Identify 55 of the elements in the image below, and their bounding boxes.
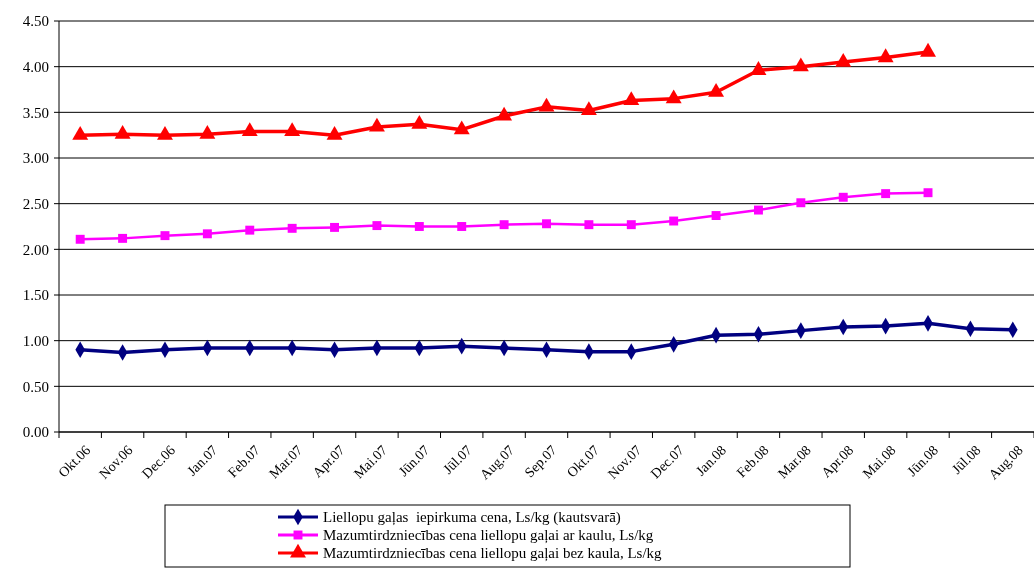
point bbox=[326, 125, 343, 140]
point bbox=[584, 220, 594, 230]
point bbox=[496, 106, 513, 121]
point bbox=[708, 83, 725, 97]
y-tick-label: 3.50 bbox=[22, 104, 49, 121]
point bbox=[877, 48, 894, 63]
y-tick-label: 0.50 bbox=[22, 378, 49, 395]
point bbox=[711, 211, 721, 221]
point bbox=[72, 125, 89, 140]
point bbox=[245, 225, 255, 235]
point bbox=[669, 216, 679, 226]
y-tick-label: 2.00 bbox=[22, 241, 49, 258]
point bbox=[330, 222, 340, 232]
point bbox=[284, 122, 301, 137]
y-tick-label: 0.00 bbox=[22, 424, 49, 441]
point bbox=[542, 219, 551, 229]
point bbox=[838, 192, 848, 202]
legend-label: Mazumtirdzniecības cena liellopu gaļai bez kaula, Ls/kg bbox=[323, 545, 663, 563]
point bbox=[623, 91, 640, 106]
y-tick-label: 1.00 bbox=[22, 332, 49, 349]
point bbox=[753, 205, 763, 215]
y-tick-label: 3.00 bbox=[22, 150, 49, 167]
point bbox=[835, 52, 852, 67]
point bbox=[157, 125, 173, 140]
point bbox=[923, 188, 933, 198]
point bbox=[538, 97, 555, 112]
point bbox=[457, 222, 467, 231]
legend-label: Mazumtirdzniecības cena liellopu gaļai ar kaulu, Ls/kg bbox=[323, 527, 654, 545]
y-tick-label: 2.50 bbox=[22, 195, 49, 212]
point bbox=[199, 125, 216, 139]
point bbox=[414, 222, 424, 231]
point bbox=[920, 42, 936, 57]
point bbox=[580, 101, 597, 116]
point bbox=[75, 234, 85, 244]
point bbox=[118, 233, 128, 243]
point bbox=[372, 221, 382, 231]
point bbox=[368, 117, 385, 132]
point bbox=[160, 231, 170, 241]
point bbox=[881, 189, 891, 199]
point bbox=[114, 125, 131, 139]
y-tick-label: 4.00 bbox=[22, 58, 49, 75]
legend-label: Liellopu gaļas iepirkuma cena, Ls/kg (kautsvarā) bbox=[323, 509, 621, 527]
y-tick-label: 1.50 bbox=[22, 287, 49, 304]
point bbox=[453, 120, 470, 135]
point bbox=[287, 223, 297, 233]
point bbox=[626, 220, 636, 230]
point bbox=[792, 57, 809, 72]
point bbox=[796, 198, 806, 208]
point bbox=[499, 220, 509, 230]
y-tick-label: 4.50 bbox=[22, 13, 49, 30]
point bbox=[750, 61, 767, 75]
point bbox=[202, 229, 212, 239]
point bbox=[241, 122, 258, 137]
point bbox=[665, 89, 682, 104]
point bbox=[411, 115, 428, 129]
